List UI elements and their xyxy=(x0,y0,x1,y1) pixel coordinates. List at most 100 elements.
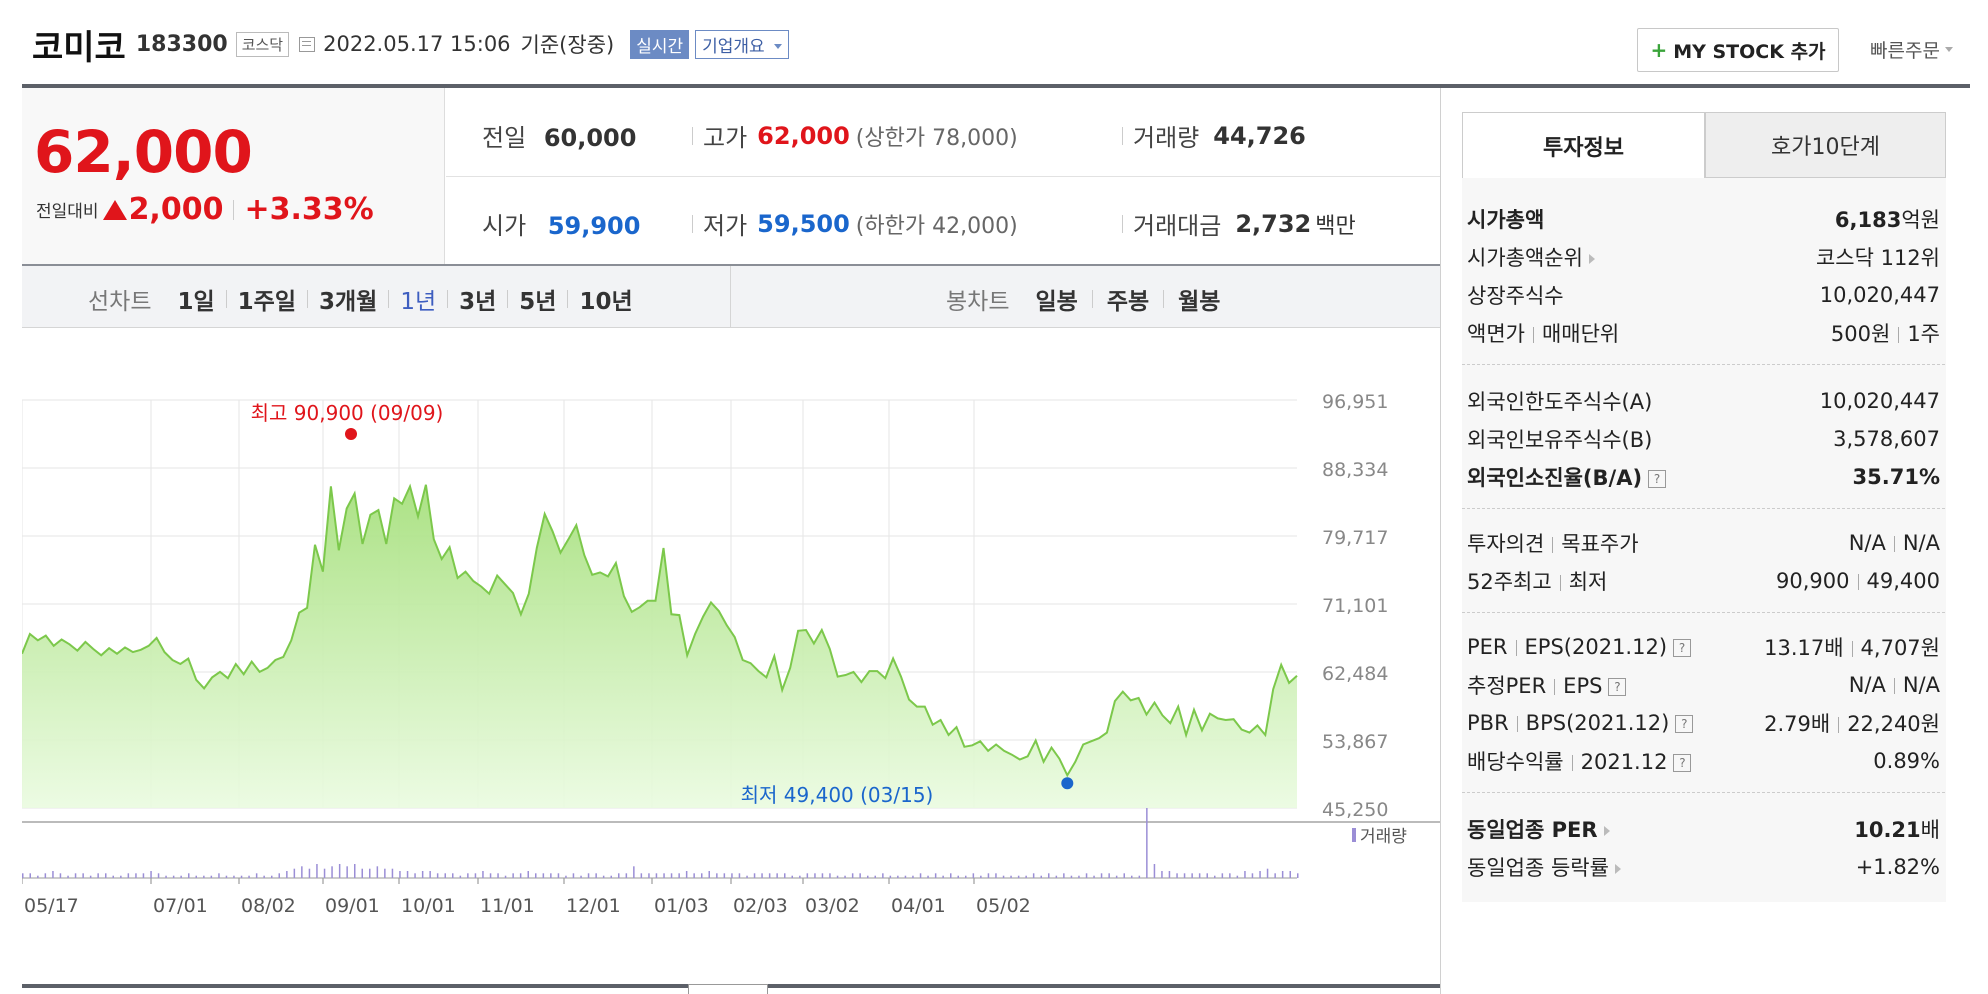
price-area xyxy=(22,484,1297,808)
volume-bar xyxy=(1274,873,1276,878)
volume-bar xyxy=(263,875,265,878)
volume-bar xyxy=(1093,875,1095,878)
volume-bar xyxy=(814,873,816,878)
candle-1[interactable]: 주봉 xyxy=(1106,289,1150,315)
volume-bar xyxy=(1214,875,1216,878)
volume-bar xyxy=(1259,871,1261,878)
volume-bar xyxy=(225,875,228,878)
x-tick-label: 05/02 xyxy=(976,895,1031,917)
change-percent: +3.33% xyxy=(244,192,374,227)
volume-bar xyxy=(829,873,831,878)
calendar-icon xyxy=(299,36,316,52)
y-tick-label: 53,867 xyxy=(1322,731,1388,753)
volume-bar xyxy=(1153,864,1156,878)
volume-bar xyxy=(37,875,39,878)
volume-bar xyxy=(1048,873,1050,878)
right-panel-divider xyxy=(1440,88,1441,994)
candle-2[interactable]: 월봉 xyxy=(1178,289,1221,315)
period-6[interactable]: 10년 xyxy=(579,289,633,315)
volume-bar xyxy=(806,873,809,878)
help-icon[interactable]: ? xyxy=(1648,470,1667,488)
trade-amount: 거래대금 2,732 백만 xyxy=(1122,206,1356,241)
info-sector-change[interactable]: 동일업종 등락률 +1.82% xyxy=(1467,855,1940,880)
x-tick-label: 03/02 xyxy=(805,895,860,917)
help-icon[interactable]: ? xyxy=(1675,715,1694,733)
y-tick-label: 96,951 xyxy=(1322,391,1388,413)
period-4[interactable]: 3년 xyxy=(459,289,497,315)
info-sector-per[interactable]: 동일업종 PER 10.21배 xyxy=(1467,818,1940,842)
volume-bar xyxy=(316,864,318,878)
stock-code: 183300 xyxy=(135,31,228,57)
help-icon[interactable]: ? xyxy=(1673,754,1692,772)
volume-bar xyxy=(685,871,688,878)
volume-bar xyxy=(1244,871,1246,878)
info-cap-rank[interactable]: 시가총액순위 코스닥 112위 xyxy=(1467,246,1940,270)
volume-bar xyxy=(105,873,107,878)
max-label: 최고 90,900 (09/09) xyxy=(251,401,444,425)
market-badge: 코스닥 xyxy=(235,31,290,57)
volume-bar xyxy=(308,868,311,878)
volume-bar xyxy=(1131,875,1133,878)
volume-bar xyxy=(240,875,243,878)
volume-bar xyxy=(474,873,477,878)
price-box: 62,000 전일대비 2,000 +3.33% xyxy=(22,88,445,264)
help-icon[interactable]: ? xyxy=(1608,678,1627,696)
volume-bar xyxy=(519,873,522,878)
volume-bar xyxy=(836,875,839,878)
company-overview-button[interactable]: 기업개요 xyxy=(695,29,790,59)
volume-legend-swatch xyxy=(1352,828,1356,842)
volume-bar xyxy=(768,873,771,878)
info-foreign-ratio: 외국인소진율(B/A)? 35.71% xyxy=(1467,465,1940,490)
quick-order-button[interactable]: 빠른주문 xyxy=(1870,36,1953,63)
volume-bar xyxy=(120,875,122,878)
volume-bar xyxy=(1138,875,1141,878)
volume-bar xyxy=(550,873,552,878)
up-triangle-icon xyxy=(102,199,127,220)
tab-invest-info[interactable]: 투자정보 xyxy=(1462,112,1705,178)
collapse-toggle[interactable] xyxy=(688,984,768,994)
volume-bar xyxy=(1146,808,1148,878)
info-foreign-limit: 외국인한도주식수(A) 10,020,447 xyxy=(1467,389,1940,414)
volume-bar xyxy=(414,873,416,878)
price-chart[interactable]: 96,951 88,334 79,717 71,101 62,484 53,867 45,2… xyxy=(22,330,1440,930)
period-2[interactable]: 3개월 xyxy=(318,289,378,315)
volume-bar xyxy=(1297,873,1299,878)
line-chart-label: 선차트 xyxy=(88,289,152,315)
period-3[interactable]: 1년 xyxy=(400,289,437,315)
volume-bar xyxy=(942,875,944,878)
volume-bar xyxy=(821,873,824,878)
volume-bar xyxy=(693,873,695,878)
candle-0[interactable]: 일봉 xyxy=(1035,289,1078,315)
period-5[interactable]: 5년 xyxy=(519,289,557,315)
volume-bar xyxy=(1221,873,1224,878)
volume-bar xyxy=(731,873,733,878)
volume-bar xyxy=(1055,875,1058,878)
period-1[interactable]: 1주일 xyxy=(237,289,296,315)
volume-bar xyxy=(867,875,869,878)
y-tick-label: 71,101 xyxy=(1322,595,1388,617)
volume-bar xyxy=(1161,871,1163,878)
volume-bar xyxy=(1229,873,1231,878)
volume-bar xyxy=(467,873,469,878)
volume-bar xyxy=(851,873,854,878)
volume-bar xyxy=(776,873,778,878)
open-price: 시가 59,900 xyxy=(482,212,641,240)
add-mystock-button[interactable]: + MY STOCK 추가 xyxy=(1637,28,1839,72)
volume-bar xyxy=(701,873,703,878)
volume-bar xyxy=(625,873,628,878)
help-icon[interactable]: ? xyxy=(1673,639,1692,657)
volume-bar xyxy=(459,875,462,878)
volume-bar xyxy=(391,868,394,878)
prev-close: 전일 60,000 xyxy=(482,124,637,152)
tab-hoga-10[interactable]: 호가10단계 xyxy=(1705,112,1946,178)
volume-bar xyxy=(1078,875,1080,878)
volume-bar xyxy=(338,864,341,878)
period-0[interactable]: 1일 xyxy=(177,289,215,315)
caret-down-icon xyxy=(774,44,783,49)
volume-bar xyxy=(844,875,846,878)
realtime-button[interactable]: 실시간 xyxy=(630,29,690,59)
y-tick-label: 62,484 xyxy=(1322,663,1388,685)
volume-bar xyxy=(708,871,710,878)
volume-bar xyxy=(172,875,175,878)
volume-bar xyxy=(188,873,190,878)
